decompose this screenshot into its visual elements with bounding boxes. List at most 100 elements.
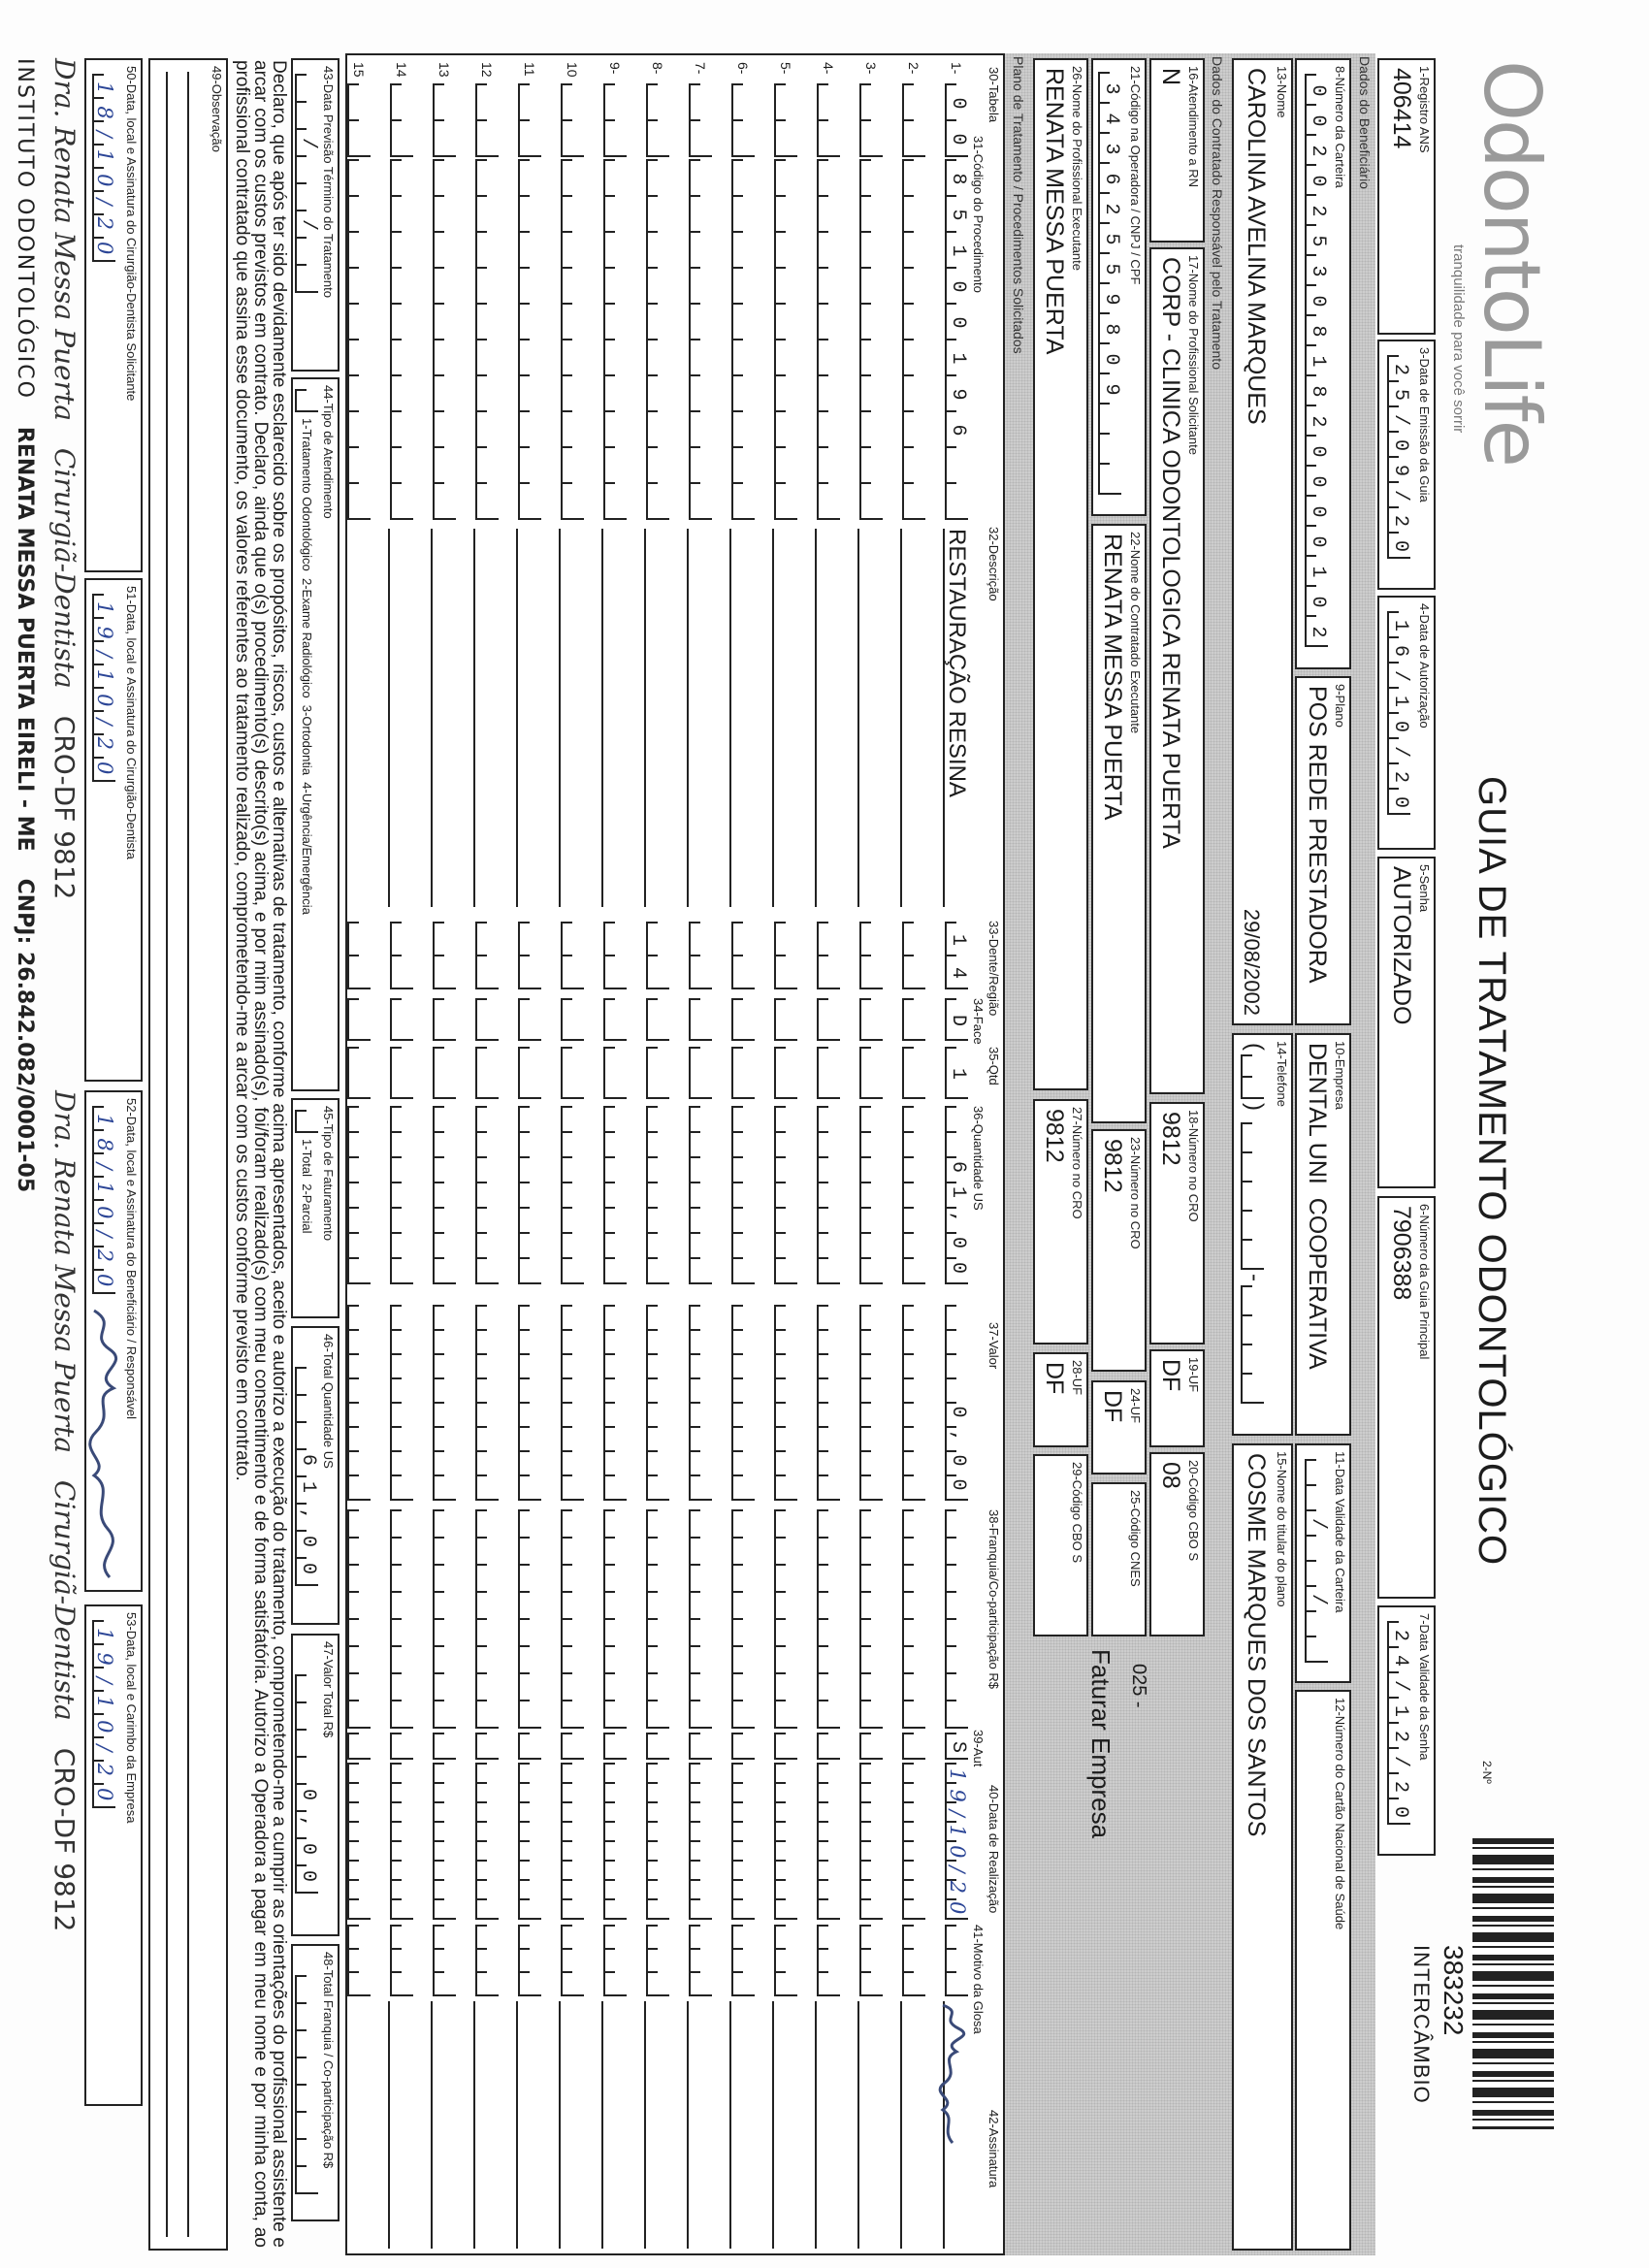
procedure-aut-cell[interactable] <box>774 1733 797 1760</box>
procedure-tabela-cell[interactable] <box>347 83 371 157</box>
phone-area-code[interactable] <box>1241 1054 1264 1099</box>
procedure-dente-cell[interactable] <box>433 922 456 989</box>
procedure-descricao-cell[interactable] <box>687 529 712 907</box>
procedure-qtd-us-cell[interactable]: 61,00 <box>945 1106 969 1287</box>
procedure-qtd-cell[interactable] <box>518 1047 541 1099</box>
procedure-descricao-cell[interactable] <box>431 529 456 907</box>
procedure-assinatura-cell[interactable] <box>938 2001 968 2249</box>
procedure-tabela-cell[interactable] <box>689 83 712 157</box>
procedure-data-cell[interactable]: 19/10/20 <box>945 1763 969 1922</box>
procedure-data-cell[interactable] <box>390 1763 413 1920</box>
procedure-codigo-cell[interactable] <box>646 159 669 520</box>
procedure-codigo-cell[interactable] <box>390 159 413 520</box>
procedure-assinatura-cell[interactable] <box>388 2001 413 2249</box>
procedure-descricao-cell[interactable] <box>388 529 413 907</box>
field-value[interactable]: / / <box>1305 1459 1329 1663</box>
procedure-valor-cell[interactable] <box>817 1305 840 1501</box>
field-value[interactable]: 18/10/20 <box>92 1106 116 1298</box>
procedure-qtd-cell[interactable]: 1 <box>945 1047 969 1118</box>
field-value[interactable]: 0,00 <box>295 1674 319 1897</box>
procedure-franquia-cell[interactable] <box>646 1509 669 1729</box>
procedure-qtd-cell[interactable] <box>774 1047 797 1099</box>
procedure-descricao-cell[interactable] <box>729 529 755 907</box>
procedure-tabela-cell[interactable] <box>390 83 413 157</box>
procedure-dente-cell[interactable] <box>902 922 925 989</box>
procedure-valor-cell[interactable] <box>731 1305 755 1501</box>
procedure-tabela-cell[interactable] <box>475 83 499 157</box>
procedure-face-cell[interactable] <box>390 998 413 1041</box>
procedure-face-cell[interactable] <box>689 998 712 1041</box>
procedure-tabela-cell[interactable] <box>561 83 584 157</box>
procedure-aut-cell[interactable] <box>817 1733 840 1760</box>
procedure-aut-cell[interactable] <box>646 1733 669 1760</box>
procedure-dente-cell[interactable] <box>390 922 413 989</box>
procedure-glosa-cell[interactable] <box>646 1925 669 1996</box>
field-observacao[interactable]: 49-Observação <box>148 58 228 2251</box>
procedure-data-cell[interactable] <box>774 1763 797 1920</box>
procedure-tabela-cell[interactable] <box>433 83 456 157</box>
procedure-qtd-us-cell[interactable] <box>475 1106 499 1284</box>
procedure-face-cell[interactable] <box>518 998 541 1041</box>
procedure-aut-cell[interactable] <box>347 1733 371 1760</box>
phone-prefix[interactable] <box>1241 1122 1264 1270</box>
procedure-tabela-cell[interactable] <box>646 83 669 157</box>
procedure-glosa-cell[interactable] <box>603 1925 627 1996</box>
field-value[interactable]: 25/09/20 <box>1387 355 1411 566</box>
procedure-data-cell[interactable] <box>646 1763 669 1920</box>
procedure-glosa-cell[interactable] <box>433 1925 456 1996</box>
procedure-assinatura-cell[interactable] <box>345 2001 371 2249</box>
procedure-data-cell[interactable] <box>433 1763 456 1920</box>
procedure-franquia-cell[interactable] <box>902 1509 925 1729</box>
procedure-dente-cell[interactable] <box>561 922 584 989</box>
procedure-qtd-cell[interactable] <box>603 1047 627 1099</box>
procedure-codigo-cell[interactable] <box>347 159 371 520</box>
procedure-valor-cell[interactable] <box>859 1305 883 1501</box>
procedure-aut-cell[interactable]: S <box>945 1733 969 1766</box>
procedure-assinatura-cell[interactable] <box>644 2001 669 2249</box>
procedure-franquia-cell[interactable] <box>689 1509 712 1729</box>
procedure-descricao-cell[interactable] <box>857 529 883 907</box>
procedure-glosa-cell[interactable] <box>817 1925 840 1996</box>
procedure-aut-cell[interactable] <box>475 1733 499 1760</box>
procedure-assinatura-cell[interactable] <box>687 2001 712 2249</box>
procedure-descricao-cell[interactable] <box>473 529 499 907</box>
procedure-codigo-cell[interactable] <box>817 159 840 520</box>
procedure-descricao-cell[interactable] <box>559 529 584 907</box>
procedure-assinatura-cell[interactable] <box>559 2001 584 2249</box>
procedure-codigo-cell[interactable] <box>433 159 456 520</box>
field-value[interactable]: 19/10/20 <box>92 594 116 786</box>
field-value[interactable]: 19/10/20 <box>92 1620 116 1812</box>
procedure-descricao-cell[interactable] <box>644 529 669 907</box>
procedure-qtd-cell[interactable] <box>817 1047 840 1099</box>
procedure-glosa-cell[interactable] <box>859 1925 883 1996</box>
procedure-face-cell[interactable] <box>433 998 456 1041</box>
procedure-valor-cell[interactable] <box>390 1305 413 1501</box>
procedure-aut-cell[interactable] <box>859 1733 883 1760</box>
procedure-franquia-cell[interactable] <box>347 1509 371 1729</box>
procedure-qtd-us-cell[interactable] <box>433 1106 456 1284</box>
procedure-glosa-cell[interactable] <box>945 1925 968 1996</box>
procedure-franquia-cell[interactable] <box>390 1509 413 1729</box>
procedure-data-cell[interactable] <box>347 1763 371 1920</box>
procedure-data-cell[interactable] <box>561 1763 584 1920</box>
field-value[interactable] <box>295 1975 318 2194</box>
procedure-glosa-cell[interactable] <box>347 1925 371 1996</box>
procedure-assinatura-cell[interactable] <box>516 2001 541 2249</box>
field-value[interactable]: 16/10/20 <box>1387 611 1411 822</box>
procedure-aut-cell[interactable] <box>902 1733 925 1760</box>
procedure-qtd-cell[interactable] <box>390 1047 413 1099</box>
field-value[interactable]: 34362559809 <box>1098 72 1122 495</box>
procedure-face-cell[interactable] <box>859 998 883 1041</box>
procedure-dente-cell[interactable] <box>859 922 883 989</box>
procedure-aut-cell[interactable] <box>390 1733 413 1760</box>
procedure-qtd-cell[interactable] <box>347 1047 371 1099</box>
procedure-qtd-cell[interactable] <box>561 1047 584 1099</box>
procedure-qtd-cell[interactable] <box>731 1047 755 1099</box>
procedure-data-cell[interactable] <box>817 1763 840 1920</box>
procedure-qtd-cell[interactable] <box>902 1047 925 1099</box>
procedure-valor-cell[interactable] <box>433 1305 456 1501</box>
procedure-descricao-cell[interactable] <box>815 529 840 907</box>
procedure-aut-cell[interactable] <box>518 1733 541 1760</box>
procedure-franquia-cell[interactable] <box>561 1509 584 1729</box>
procedure-tabela-cell[interactable]: 00 <box>945 83 969 170</box>
